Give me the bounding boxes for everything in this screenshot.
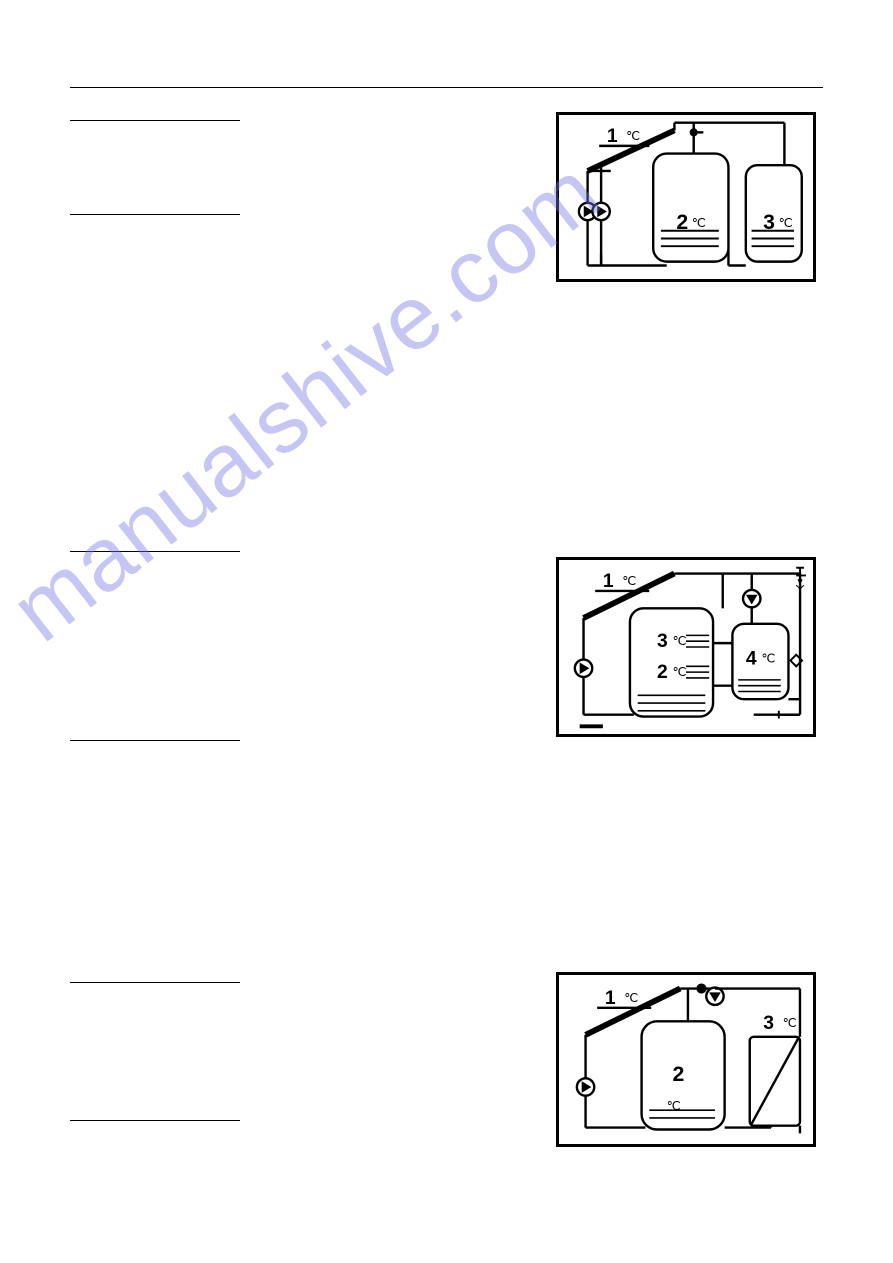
- boiler-label-4: 4: [746, 648, 757, 669]
- sensor-label-3: 3: [657, 631, 668, 652]
- diagram-2: 1 ℃: [556, 557, 816, 737]
- exch-unit-3: ℃: [783, 1016, 797, 1030]
- header-rule: [70, 40, 823, 88]
- sensor-label-2: 2: [657, 662, 668, 683]
- collector-label-1: 1: [607, 126, 618, 147]
- rule-1: [70, 120, 240, 121]
- collector-unit-1c: ℃: [624, 991, 638, 1005]
- rule-5: [70, 982, 240, 983]
- diagram-3: 1 ℃ 2 ℃: [556, 972, 816, 1147]
- collector-unit-1b: ℃: [622, 574, 636, 588]
- rule-3: [70, 551, 240, 552]
- rule-6: [70, 1120, 240, 1121]
- tank-unit-2: ℃: [692, 216, 706, 230]
- sensor-unit-2: ℃: [672, 665, 686, 679]
- page: 1 ℃ 2 ℃: [0, 0, 893, 1263]
- tank-unit-3: ℃: [779, 216, 793, 230]
- boiler-unit-4: ℃: [761, 651, 775, 665]
- collector-label-1c: 1: [605, 988, 616, 1009]
- collector-label-1b: 1: [603, 571, 614, 592]
- collector-unit-1: ℃: [626, 129, 640, 143]
- tank-label-3: 3: [763, 211, 775, 234]
- rule-4: [70, 740, 240, 741]
- diagram-1: 1 ℃ 2 ℃: [556, 112, 816, 282]
- exch-label-3: 3: [763, 1013, 774, 1034]
- rule-2: [70, 214, 240, 215]
- tank-label-2: 2: [676, 211, 688, 234]
- tank-unit-2c: ℃: [667, 1099, 681, 1113]
- sensor-unit-3: ℃: [672, 634, 686, 648]
- tank-label-2c: 2: [672, 1062, 684, 1086]
